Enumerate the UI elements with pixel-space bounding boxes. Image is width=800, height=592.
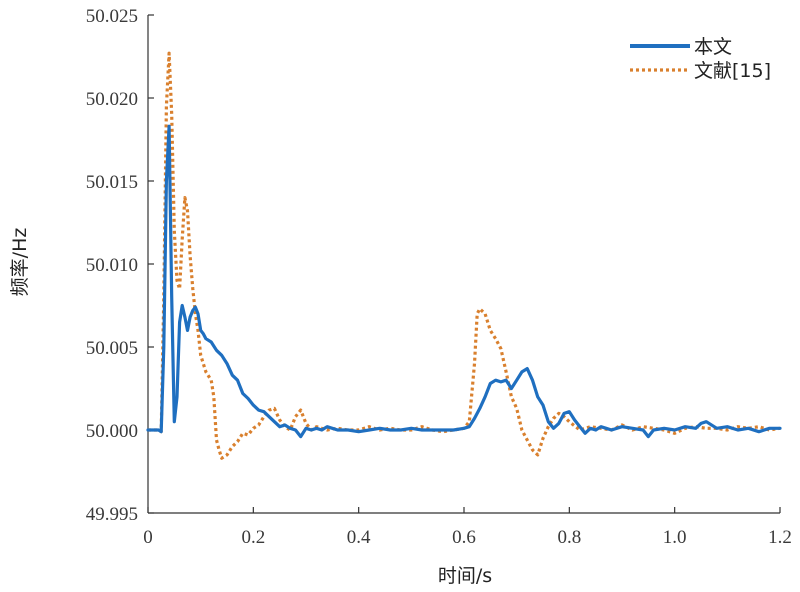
tick-labels: 49.995 50.000 50.005 50.010 50.015 50.020 50.0…: [86, 6, 792, 548]
y-tick-label: 50.020: [86, 89, 138, 110]
y-tick-label: 50.025: [86, 6, 138, 27]
x-tick-label: 0.6: [452, 527, 476, 548]
y-tick-label: 50.000: [86, 421, 138, 442]
y-tick-label: 50.015: [86, 172, 138, 193]
x-tick-label: 0.4: [347, 527, 371, 548]
legend-label-series-1: 本文: [694, 36, 732, 58]
x-tick-label: 0.2: [241, 527, 265, 548]
series-line-1: [146, 124, 782, 439]
x-axis-title: 时间/s: [438, 565, 492, 587]
x-tick-label: 0.8: [557, 527, 581, 548]
legend-label-series-2: 文献[15]: [694, 60, 771, 82]
x-tick-label: 0: [143, 527, 153, 548]
y-tick-label: 50.005: [86, 338, 138, 359]
x-tick-label: 1.2: [768, 527, 792, 548]
series-layer: [146, 51, 782, 460]
y-tick-label: 50.010: [86, 255, 138, 276]
y-axis-title: 频率/Hz: [9, 228, 31, 297]
y-tick-label: 49.995: [86, 504, 138, 525]
x-tick-label: 1.0: [663, 527, 687, 548]
legend: 本文 文献[15]: [630, 36, 771, 82]
